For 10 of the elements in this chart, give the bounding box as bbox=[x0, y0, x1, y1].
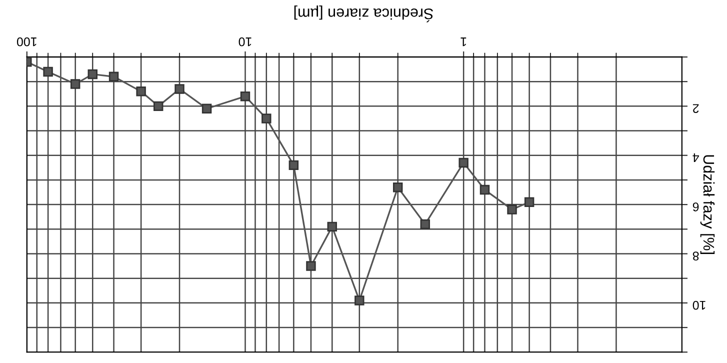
x-tick-label: 1 bbox=[460, 38, 466, 46]
y-tick-label: 4 bbox=[692, 153, 700, 162]
x-tick-label: 10 bbox=[238, 37, 252, 46]
y-axis-title: Udział fazy [%] bbox=[700, 155, 715, 254]
y-tick-label: 2 bbox=[692, 104, 699, 113]
y-tick-label: 6 bbox=[692, 202, 699, 212]
x-tick-label: 100 bbox=[16, 37, 36, 46]
y-tick-label: 10 bbox=[692, 300, 706, 310]
y-tick-label: 8 bbox=[692, 252, 699, 261]
chart-title: Średnica ziaren [µm] bbox=[294, 5, 434, 22]
